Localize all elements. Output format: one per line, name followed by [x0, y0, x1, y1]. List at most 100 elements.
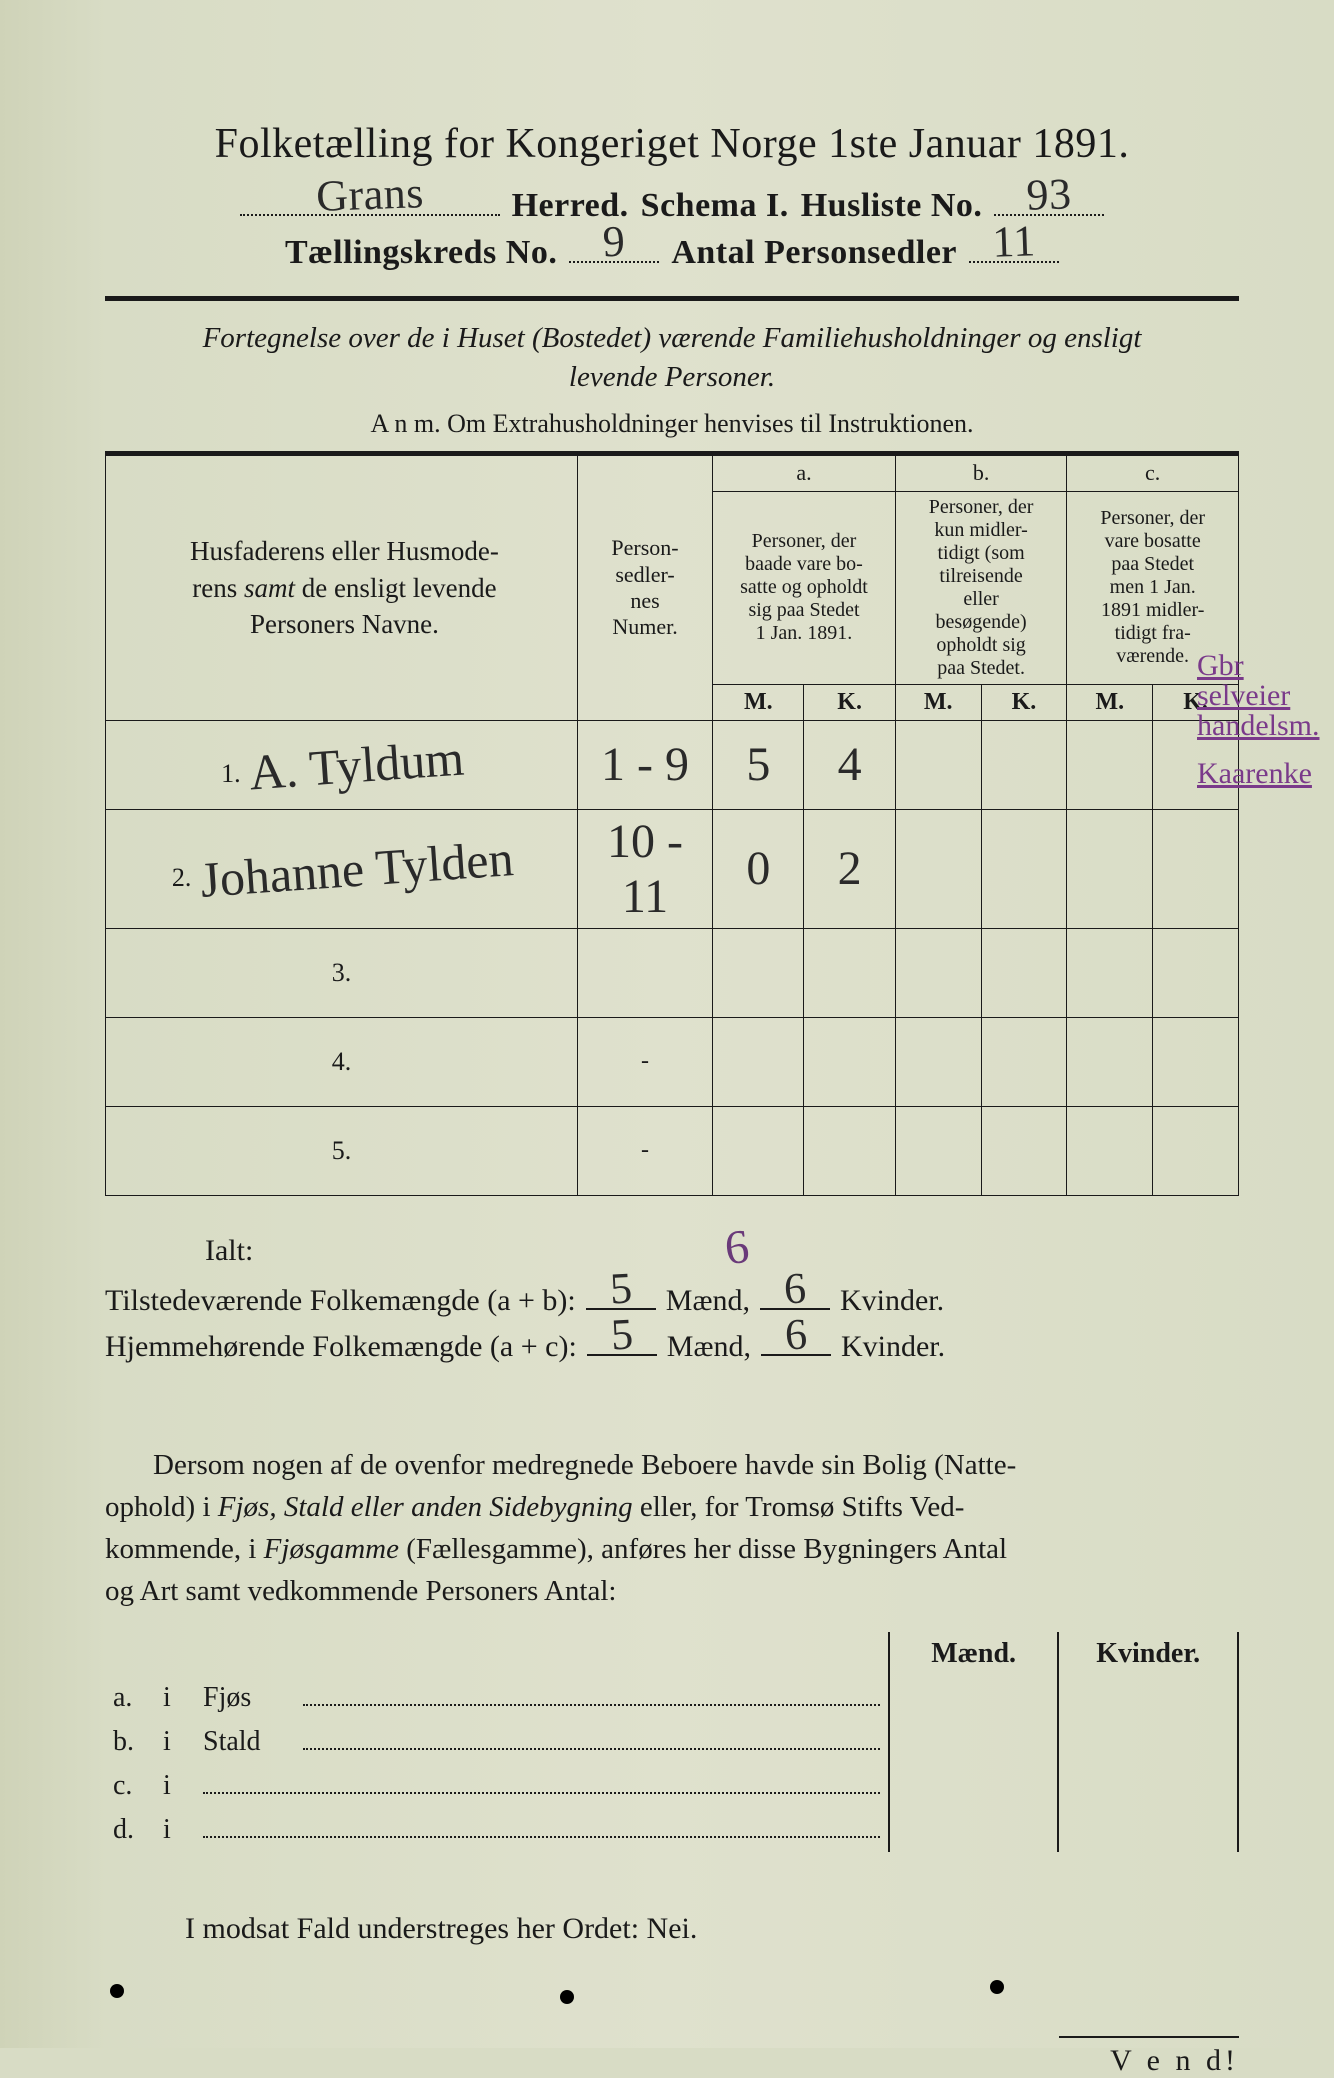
margin-note-4: Kaarenke — [1197, 759, 1317, 789]
row2-ak: 2 — [804, 809, 895, 928]
totals-row-1: Tilstedeværende Folkemængde (a + b): 5 M… — [105, 1278, 1239, 1318]
totals2-k: 6 — [784, 1308, 809, 1360]
row2-bm — [895, 809, 981, 928]
row1-bm — [895, 720, 981, 809]
totals2-klabel: Kvinder. — [841, 1330, 945, 1364]
main-table: Husfaderens eller Husmode-rens samt de e… — [105, 451, 1239, 1195]
col-b-k: K. — [981, 684, 1067, 720]
census-form-page: Folketælling for Kongeriget Norge 1ste J… — [0, 0, 1334, 2048]
col-c-m: M. — [1067, 684, 1153, 720]
table-row: 4. - — [106, 1017, 1239, 1106]
row5-num: - — [577, 1106, 712, 1195]
row2-ck — [1153, 809, 1239, 928]
col-b-m: M. — [895, 684, 981, 720]
col-name-header: Husfaderens eller Husmode-rens samt de e… — [106, 454, 578, 720]
row2-am: 0 — [713, 809, 804, 928]
ialt-label: Ialt: — [205, 1234, 1239, 1268]
row3-name: 3. — [106, 928, 578, 1017]
anm-note: A n m. Om Extrahusholdninger henvises ti… — [105, 409, 1239, 439]
punch-hole-icon — [110, 1984, 124, 1998]
row1-ak: 4 — [804, 720, 895, 809]
col-c-label: c. — [1067, 454, 1239, 491]
description: Fortegnelse over de i Huset (Bostedet) v… — [105, 319, 1239, 397]
col-a-k: K. — [804, 684, 895, 720]
col-b-label: b. — [895, 454, 1067, 491]
husliste-label: Husliste No. — [801, 187, 983, 225]
totals1-k-slot: 6 — [760, 1278, 830, 1310]
row3-num — [577, 928, 712, 1017]
totals1-mlabel: Mænd, — [666, 1284, 750, 1318]
rule-1 — [105, 296, 1239, 301]
table-row: 1. A. Tyldum 1 - 9 5 4 — [106, 720, 1239, 809]
row2-cm — [1067, 809, 1153, 928]
side-table: Mænd. Kvinder. a.iFjøs b.iStald c.i d.i — [105, 1632, 1239, 1852]
side-a-m — [889, 1676, 1058, 1720]
side-d-m — [889, 1808, 1058, 1852]
antal-value: 11 — [991, 215, 1036, 267]
totals2-mlabel: Mænd, — [667, 1330, 751, 1364]
side-c-m — [889, 1764, 1058, 1808]
row4-name: 4. — [106, 1017, 578, 1106]
page-title: Folketælling for Kongeriget Norge 1ste J… — [105, 120, 1239, 168]
totals2-label: Hjemmehørende Folkemængde (a + c): — [105, 1330, 577, 1364]
description-line2: levende Personer. — [569, 361, 775, 393]
side-b-type: Stald — [203, 1726, 293, 1758]
row5-name: 5. — [106, 1106, 578, 1195]
totals2-m-slot: 5 — [587, 1324, 657, 1356]
punch-hole-icon — [990, 1980, 1004, 1994]
side-row: a.iFjøs — [105, 1676, 1238, 1720]
header-line-2: Tællingskreds No. 9 Antal Personsedler 1… — [105, 233, 1239, 272]
row4-num: - — [577, 1017, 712, 1106]
schema-label: Schema I. — [641, 187, 789, 225]
punch-hole-icon — [560, 1990, 574, 2004]
side-d-label: d. — [113, 1814, 153, 1846]
totals-row-2: Hjemmehørende Folkemængde (a + c): 5 Mæn… — [105, 1324, 1239, 1364]
side-c-label: c. — [113, 1770, 153, 1802]
side-d-k — [1058, 1808, 1238, 1852]
table-row: 2. Johanne Tylden 10 - 11 0 2 — [106, 809, 1239, 928]
side-b-k — [1058, 1720, 1238, 1764]
side-a-type: Fjøs — [203, 1682, 293, 1714]
totals1-label: Tilstedeværende Folkemængde (a + b): — [105, 1284, 576, 1318]
kreds-value: 9 — [602, 216, 626, 268]
row1-am: 5 — [713, 720, 804, 809]
row2-name: 2. Johanne Tylden — [106, 809, 578, 928]
table-row: 3. — [106, 928, 1239, 1017]
side-b-m — [889, 1720, 1058, 1764]
totals2-m: 5 — [609, 1308, 634, 1360]
antal-label: Antal Personsedler — [671, 234, 957, 272]
row1-name: 1. A. Tyldum — [106, 720, 578, 809]
kreds-label: Tællingskreds No. — [285, 234, 557, 272]
row1-num: 1 - 9 — [577, 720, 712, 809]
totals2-k-slot: 6 — [761, 1324, 831, 1356]
six-correction: 6 — [722, 1219, 752, 1276]
totals1-klabel: Kvinder. — [840, 1284, 944, 1318]
col-a-label: a. — [713, 454, 896, 491]
totals1-m-slot: 5 — [586, 1278, 656, 1310]
husliste-value: 93 — [1026, 168, 1073, 221]
side-row: d.i — [105, 1808, 1238, 1852]
totals-block: 6 Ialt: Tilstedeværende Folkemængde (a +… — [105, 1234, 1239, 1364]
margin-note-3: handelsm. — [1197, 711, 1317, 741]
row2-bk — [981, 809, 1067, 928]
margin-note-1: Gbr — [1197, 651, 1317, 681]
col-num-header: Person-sedler-nesNumer. — [577, 454, 712, 720]
row2-num: 10 - 11 — [577, 809, 712, 928]
husliste-field: 93 — [994, 186, 1104, 216]
table-body: 1. A. Tyldum 1 - 9 5 4 2. Johanne Tylden… — [106, 720, 1239, 1195]
kreds-field: 9 — [569, 233, 659, 263]
side-a-k — [1058, 1676, 1238, 1720]
row1-bk — [981, 720, 1067, 809]
side-c-k — [1058, 1764, 1238, 1808]
herred-field: Grans — [240, 186, 500, 216]
side-row: c.i — [105, 1764, 1238, 1808]
totals1-m: 5 — [608, 1262, 633, 1314]
totals1-k: 6 — [783, 1262, 808, 1314]
side-kvinder-header: Kvinder. — [1058, 1632, 1238, 1676]
header-line-1: Grans Herred. Schema I. Husliste No. 93 — [105, 186, 1239, 225]
side-b-label: b. — [113, 1726, 153, 1758]
table-wrapper: Husfaderens eller Husmode-rens samt de e… — [105, 451, 1239, 1195]
col-b-desc: Personer, derkun midler-tidigt (somtilre… — [895, 491, 1067, 684]
antal-field: 11 — [969, 233, 1059, 263]
description-line1: Fortegnelse over de i Huset (Bostedet) v… — [203, 322, 1142, 354]
